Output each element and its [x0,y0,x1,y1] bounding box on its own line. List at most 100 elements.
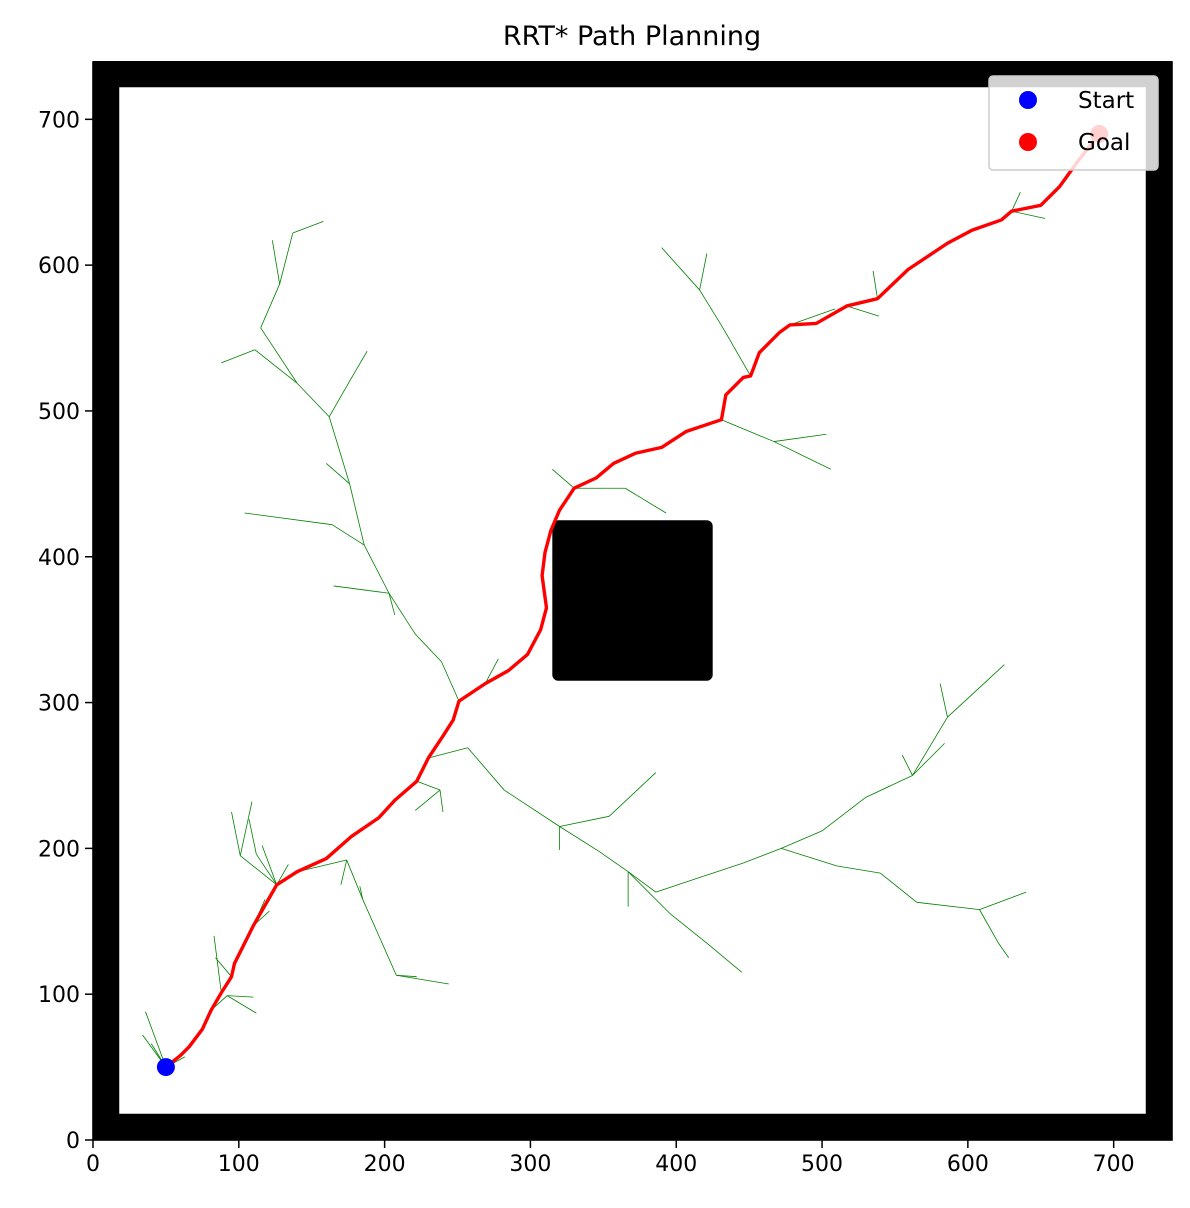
planned-path [164,132,1101,1069]
tree-edge [261,845,278,885]
tree-edge [979,891,1027,910]
tree-edge [846,305,880,317]
tree-edge [872,270,878,299]
tree-edge [279,232,294,285]
tree-edge [331,524,365,546]
tree-edge [598,850,629,873]
legend-start-marker [1019,91,1037,109]
tree-edge [328,416,351,484]
tree-edge [781,847,837,867]
tree-edge [227,995,254,998]
tree-edge [467,747,505,791]
tree-edge [328,385,348,417]
tree-edge [388,593,396,616]
tree-edge [239,801,253,856]
y-tick-label: 300 [38,692,80,717]
y-tick-label: 600 [38,254,80,279]
tree-edge [706,942,743,973]
tree-edge [912,743,945,776]
tree-edge [271,240,281,285]
tree-edge [721,419,775,442]
plot-area [93,61,1172,1140]
tree-edge [939,683,948,718]
tree-edge [213,935,222,993]
x-tick-label: 400 [655,1152,697,1177]
tree-edge [276,864,289,886]
tree-edge [396,974,449,985]
tree-edge [388,592,416,635]
legend-goal-label: Goal [1078,130,1130,156]
tree-edge [1011,192,1021,212]
tree-edge [215,957,232,977]
tree-edge [428,747,468,759]
axes-frame [92,61,1173,1141]
tree-edge [248,819,257,855]
y-tick-label: 700 [38,108,80,133]
tree-edge [998,942,1010,958]
tree-edge [145,1011,167,1068]
tree-edge [699,289,724,329]
tree-edge [221,349,255,364]
tree-edge [254,349,298,384]
x-tick-label: 700 [1093,1152,1135,1177]
axes: 0 100 200 300 400 500 600 700 0 100 200 300 400 500 6… [38,61,1173,1177]
tree-edge [441,661,460,702]
tree-edge [773,441,831,470]
tree-edge [947,664,1005,718]
tree-edge [821,797,867,832]
x-tick-label: 300 [509,1152,551,1177]
tree-edge [743,848,782,864]
tree-edge [255,853,278,886]
tree-edge [346,859,364,900]
tree-edge [396,974,417,978]
tree-edge [655,877,700,893]
tree-edge [349,483,365,546]
tree-edge [416,780,441,791]
tree-edge [333,585,390,594]
tree-edge [439,790,444,812]
tree-edge [916,901,980,911]
obstacle-layer [93,61,1172,1140]
y-tick-label: 500 [38,400,80,425]
tree-edge [865,775,913,798]
tree-edge [226,995,257,1014]
tree-edge [789,308,836,326]
tree-edge [244,512,333,526]
tree-edge [608,772,657,817]
legend: Start Goal [988,75,1159,171]
x-tick-label: 500 [801,1152,843,1177]
y-tick-label: 200 [38,837,80,862]
start-marker [156,1058,175,1077]
tree-edge [296,382,330,418]
tree-edge [559,815,610,827]
legend-start-label: Start [1078,88,1134,114]
tree-edge [880,872,918,903]
tree-edge [503,789,560,827]
legend-goal-marker [1019,133,1037,151]
tree-edge [240,855,277,886]
chart-title: RRT* Path Planning [503,21,761,52]
tree-edge [1011,210,1046,219]
tree-edge [231,811,241,856]
x-tick-label: 600 [947,1152,989,1177]
tree-edge [979,909,999,944]
tree-edge [346,350,368,387]
y-tick-label: 100 [38,983,80,1008]
tree-edge [292,221,324,234]
tree-edge [552,468,575,489]
tree-edge [414,789,441,811]
tree-edge [362,899,397,976]
x-tick-label: 100 [218,1152,260,1177]
y-tick-label: 0 [66,1129,80,1154]
x-tick-label: 0 [86,1152,100,1177]
tree-edge [699,253,708,291]
square-obstacle [552,520,713,681]
tree-edge [260,283,281,328]
tree-edge [414,633,442,663]
tree-edge [901,754,913,776]
tree-edge [627,871,671,915]
tree-edge [661,247,700,291]
y-axis-ticks: 0 100 200 300 400 500 600 700 [38,108,93,1154]
tree-edge [722,327,751,377]
